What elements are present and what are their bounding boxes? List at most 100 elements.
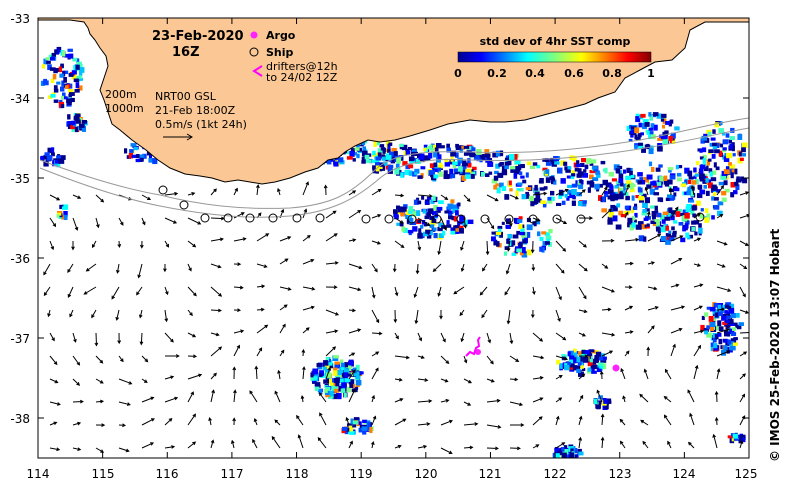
sst-pixel [646,174,653,180]
sst-pixel [662,131,668,136]
sst-pixel [467,158,471,164]
sst-pixel [656,113,662,119]
current-vector-arrow [187,413,196,426]
current-vector-arrow [693,344,702,357]
sst-pixel [736,176,740,180]
current-vector-arrow [687,441,695,449]
sst-pixel [592,358,597,365]
sst-pixel [515,160,521,165]
colorbar-gradient [457,51,652,63]
sst-pixel [520,164,525,169]
sst-pixel [54,49,58,54]
sst-pixel [653,192,660,196]
sst-pixel [725,320,730,324]
current-vector-arrow [486,355,494,365]
sst-pixel [407,229,414,234]
sst-pixel [43,154,47,160]
sst-pixel [598,400,603,405]
sst-pixel [470,147,476,152]
sst-pixel [687,170,693,177]
drifter-legend-label-1: drifters@12h [266,60,338,73]
sst-pixel [639,177,644,183]
sst-pixel [526,194,530,199]
sst-pixel [514,247,518,254]
sst-pixel [711,215,715,220]
sst-pixel [568,350,574,357]
sst-pixel [567,189,573,195]
sst-pixel [501,186,507,191]
current-vector-arrow [301,348,306,357]
sst-pixel [732,342,738,346]
sst-pixel [576,368,581,374]
sst-pixel [443,170,448,176]
sst-pixel [457,157,463,164]
current-vector-arrow [486,424,502,429]
sst-pixel [555,453,560,458]
current-vector-arrow [94,332,99,347]
current-vector-arrow [325,285,338,290]
current-vector-arrow [141,442,155,449]
sst-pixel [699,156,704,160]
current-vector-arrow [233,389,237,403]
x-tick-label: 116 [156,467,179,481]
sst-pixel [594,357,600,364]
sst-pixel [408,206,414,211]
sst-pixel [595,170,600,175]
sst-pixel [484,153,491,158]
current-vector-arrow [739,439,744,449]
sst-pixel [387,143,391,149]
sst-pixel [561,200,566,205]
sst-pixel [452,161,458,165]
sst-pixel [576,192,583,197]
sst-pixel [704,312,709,317]
sst-pixel [76,61,82,66]
sst-pixel [672,232,677,238]
sst-pixel [712,129,716,134]
sst-pixel [416,197,420,202]
sst-pixel [668,207,673,214]
current-vector-arrow [325,210,337,219]
sst-pixel [526,224,533,231]
sst-pixel [327,360,333,366]
current-vector-arrow [371,263,378,273]
sst-pixel [399,222,404,227]
sst-pixel [642,119,649,124]
sst-pixel [691,226,696,232]
sst-pixel [571,200,576,206]
sst-pixel [367,422,371,428]
sst-pixel [133,146,139,151]
sst-pixel [67,121,72,127]
sst-pixel [726,325,730,329]
sst-pixel [721,349,727,356]
current-vector-arrow [463,217,468,229]
sst-pixel [429,144,433,151]
sst-pixel [148,158,153,163]
sst-pixel [591,159,597,164]
sst-pixel [643,176,649,183]
current-vector-arrow [318,392,327,403]
sst-pixel [453,225,460,231]
sst-pixel [599,365,604,369]
sst-pixel [377,148,383,153]
current-vector-arrow [348,308,357,313]
sst-pixel [521,253,528,258]
sst-pixel [339,375,344,380]
argo-legend-label: Argo [266,29,296,42]
sst-pixel [40,156,45,160]
sst-pixel [504,194,510,200]
sst-pixel [646,184,652,189]
current-vector-arrow [417,355,425,359]
sst-pixel [50,153,55,157]
sst-pixel [142,153,147,159]
sst-pixel [389,151,394,157]
y-tick-label: -34 [10,92,30,106]
current-vector-arrow [482,263,488,272]
sst-pixel [572,155,577,162]
sst-pixel [664,216,671,221]
sst-pixel [346,386,351,393]
sst-pixel [659,214,666,221]
current-vector-arrow [118,355,124,363]
sst-pixel [424,200,429,205]
sst-pixel [337,393,342,400]
